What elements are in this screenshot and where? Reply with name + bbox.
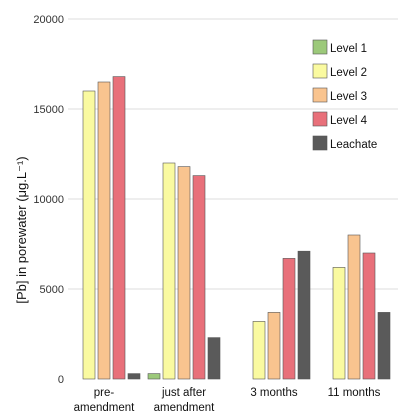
bar-level-4 <box>112 76 126 380</box>
bar-leachate <box>377 312 391 380</box>
legend-swatch <box>312 135 328 151</box>
bars <box>82 76 391 380</box>
legend-label: Level 4 <box>330 115 368 127</box>
bar-level-2 <box>162 162 176 380</box>
y-tick-label: 0 <box>58 374 64 386</box>
legend-swatch <box>312 111 328 127</box>
x-category-label: 3 months <box>250 387 298 399</box>
legend-swatch <box>312 39 328 55</box>
bar-leachate <box>297 250 311 380</box>
y-tick-label: 10000 <box>33 194 64 206</box>
x-category-label: just after amendment <box>154 387 216 414</box>
bar-level-2 <box>252 321 266 380</box>
x-category-label: pre-amendment <box>74 387 136 414</box>
legend-label: Leachate <box>330 139 377 151</box>
y-tick-label: 20000 <box>33 14 64 26</box>
bar-level-2 <box>82 90 96 380</box>
legend-swatch <box>312 87 328 103</box>
bar-level-1 <box>147 373 161 380</box>
bar-leachate <box>127 373 141 380</box>
bar-level-4 <box>282 258 296 380</box>
x-category-label: 11 months <box>328 387 381 399</box>
y-tick-label: 15000 <box>33 104 64 116</box>
category-labels: pre-amendment just after amendment 3 months… <box>74 387 381 414</box>
bar-level-3 <box>347 234 361 380</box>
bar-level-4 <box>192 175 206 380</box>
bar-level-4 <box>362 252 376 380</box>
legend-swatch <box>312 63 328 79</box>
bar-level-2 <box>332 267 346 380</box>
bar-leachate <box>207 337 221 380</box>
y-tick-label: 5000 <box>40 284 64 296</box>
bar-level-3 <box>177 166 191 380</box>
legend: Level 1 Level 2 Level 3 Level 4 Leachate <box>312 39 377 151</box>
bar-level-3 <box>267 312 281 380</box>
bar-level-3 <box>97 81 111 380</box>
y-axis-title: [Pb] in porewater (μg.L⁻¹) <box>14 156 29 303</box>
legend-label: Level 2 <box>330 67 367 79</box>
legend-label: Level 1 <box>330 43 367 55</box>
y-tick-labels: 0 5000 10000 15000 20000 <box>33 14 64 386</box>
legend-label: Level 3 <box>330 91 367 103</box>
